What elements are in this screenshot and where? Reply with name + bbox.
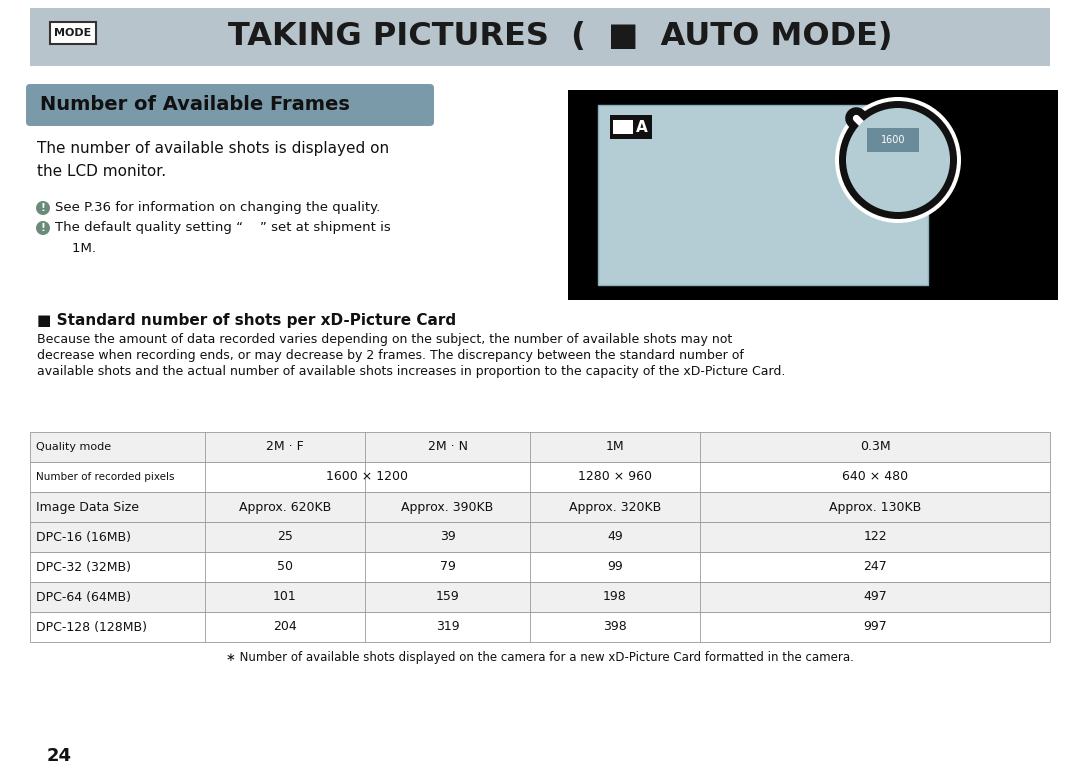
Circle shape	[839, 101, 957, 219]
Text: 79: 79	[440, 560, 456, 573]
Text: ■ Standard number of shots per xD-Picture Card: ■ Standard number of shots per xD-Pictur…	[37, 313, 456, 327]
Text: Approx. 320KB: Approx. 320KB	[569, 501, 661, 514]
Text: 398: 398	[603, 621, 626, 633]
Text: 25: 25	[278, 531, 293, 543]
Text: The number of available shots is displayed on: The number of available shots is display…	[37, 140, 389, 155]
Text: 122: 122	[863, 531, 887, 543]
FancyBboxPatch shape	[30, 432, 1050, 462]
Text: available shots and the actual number of available shots increases in proportion: available shots and the actual number of…	[37, 365, 785, 379]
Text: 198: 198	[603, 591, 626, 604]
Text: MODE: MODE	[54, 28, 92, 38]
Circle shape	[36, 221, 50, 235]
Text: Number of Available Frames: Number of Available Frames	[40, 95, 350, 115]
Text: 49: 49	[607, 531, 623, 543]
FancyBboxPatch shape	[30, 552, 1050, 582]
Text: Image Data Size: Image Data Size	[36, 501, 139, 514]
Text: Approx. 130KB: Approx. 130KB	[828, 501, 921, 514]
Text: 1600: 1600	[881, 135, 905, 145]
Circle shape	[846, 108, 950, 212]
FancyBboxPatch shape	[30, 612, 1050, 642]
Text: 247: 247	[863, 560, 887, 573]
Text: decrease when recording ends, or may decrease by 2 frames. The discrepancy betwe: decrease when recording ends, or may dec…	[37, 349, 744, 362]
FancyBboxPatch shape	[867, 128, 919, 152]
Text: 99: 99	[607, 560, 623, 573]
Text: Approx. 620KB: Approx. 620KB	[239, 501, 332, 514]
Text: Quality mode: Quality mode	[36, 442, 111, 452]
Text: 1M.: 1M.	[55, 241, 96, 255]
FancyBboxPatch shape	[610, 115, 652, 139]
Text: Because the amount of data recorded varies depending on the subject, the number : Because the amount of data recorded vari…	[37, 334, 732, 347]
Text: 997: 997	[863, 621, 887, 633]
Text: Approx. 390KB: Approx. 390KB	[402, 501, 494, 514]
FancyBboxPatch shape	[568, 90, 1058, 300]
Circle shape	[835, 97, 961, 223]
Text: DPC-128 (128MB): DPC-128 (128MB)	[36, 621, 147, 633]
Text: 1280 × 960: 1280 × 960	[578, 470, 652, 483]
Circle shape	[36, 201, 50, 215]
Text: 159: 159	[435, 591, 459, 604]
FancyBboxPatch shape	[30, 462, 1050, 492]
Text: !: !	[41, 223, 45, 233]
FancyBboxPatch shape	[30, 8, 1050, 66]
FancyBboxPatch shape	[598, 105, 928, 285]
Text: !: !	[41, 203, 45, 213]
Text: 1600 × 1200: 1600 × 1200	[326, 470, 408, 483]
Text: 2M · N: 2M · N	[428, 441, 468, 453]
Text: the LCD monitor.: the LCD monitor.	[37, 165, 166, 179]
Text: 204: 204	[273, 621, 297, 633]
Text: 39: 39	[440, 531, 456, 543]
Text: A: A	[636, 120, 648, 134]
Text: The default quality setting “    ” set at shipment is: The default quality setting “ ” set at s…	[55, 221, 391, 234]
FancyBboxPatch shape	[30, 492, 1050, 522]
Text: Number of recorded pixels: Number of recorded pixels	[36, 472, 175, 482]
Text: See P.36 for information on changing the quality.: See P.36 for information on changing the…	[55, 202, 380, 214]
Text: ∗ Number of available shots displayed on the camera for a new xD-Picture Card fo: ∗ Number of available shots displayed on…	[226, 652, 854, 664]
Text: DPC-16 (16MB): DPC-16 (16MB)	[36, 531, 131, 543]
Text: 319: 319	[435, 621, 459, 633]
Text: 24: 24	[48, 747, 72, 765]
FancyBboxPatch shape	[30, 522, 1050, 552]
FancyBboxPatch shape	[26, 84, 434, 126]
Text: 640 × 480: 640 × 480	[842, 470, 908, 483]
Text: 497: 497	[863, 591, 887, 604]
Text: 50: 50	[276, 560, 293, 573]
Text: 2M · F: 2M · F	[266, 441, 303, 453]
FancyBboxPatch shape	[50, 22, 96, 44]
Text: 101: 101	[273, 591, 297, 604]
Text: DPC-64 (64MB): DPC-64 (64MB)	[36, 591, 131, 604]
Text: TAKING PICTURES  (  ■  AUTO MODE): TAKING PICTURES ( ■ AUTO MODE)	[228, 22, 892, 53]
Text: 0.3M: 0.3M	[860, 441, 890, 453]
FancyBboxPatch shape	[30, 582, 1050, 612]
Text: 1M: 1M	[606, 441, 624, 453]
FancyBboxPatch shape	[613, 120, 633, 134]
Text: DPC-32 (32MB): DPC-32 (32MB)	[36, 560, 131, 573]
